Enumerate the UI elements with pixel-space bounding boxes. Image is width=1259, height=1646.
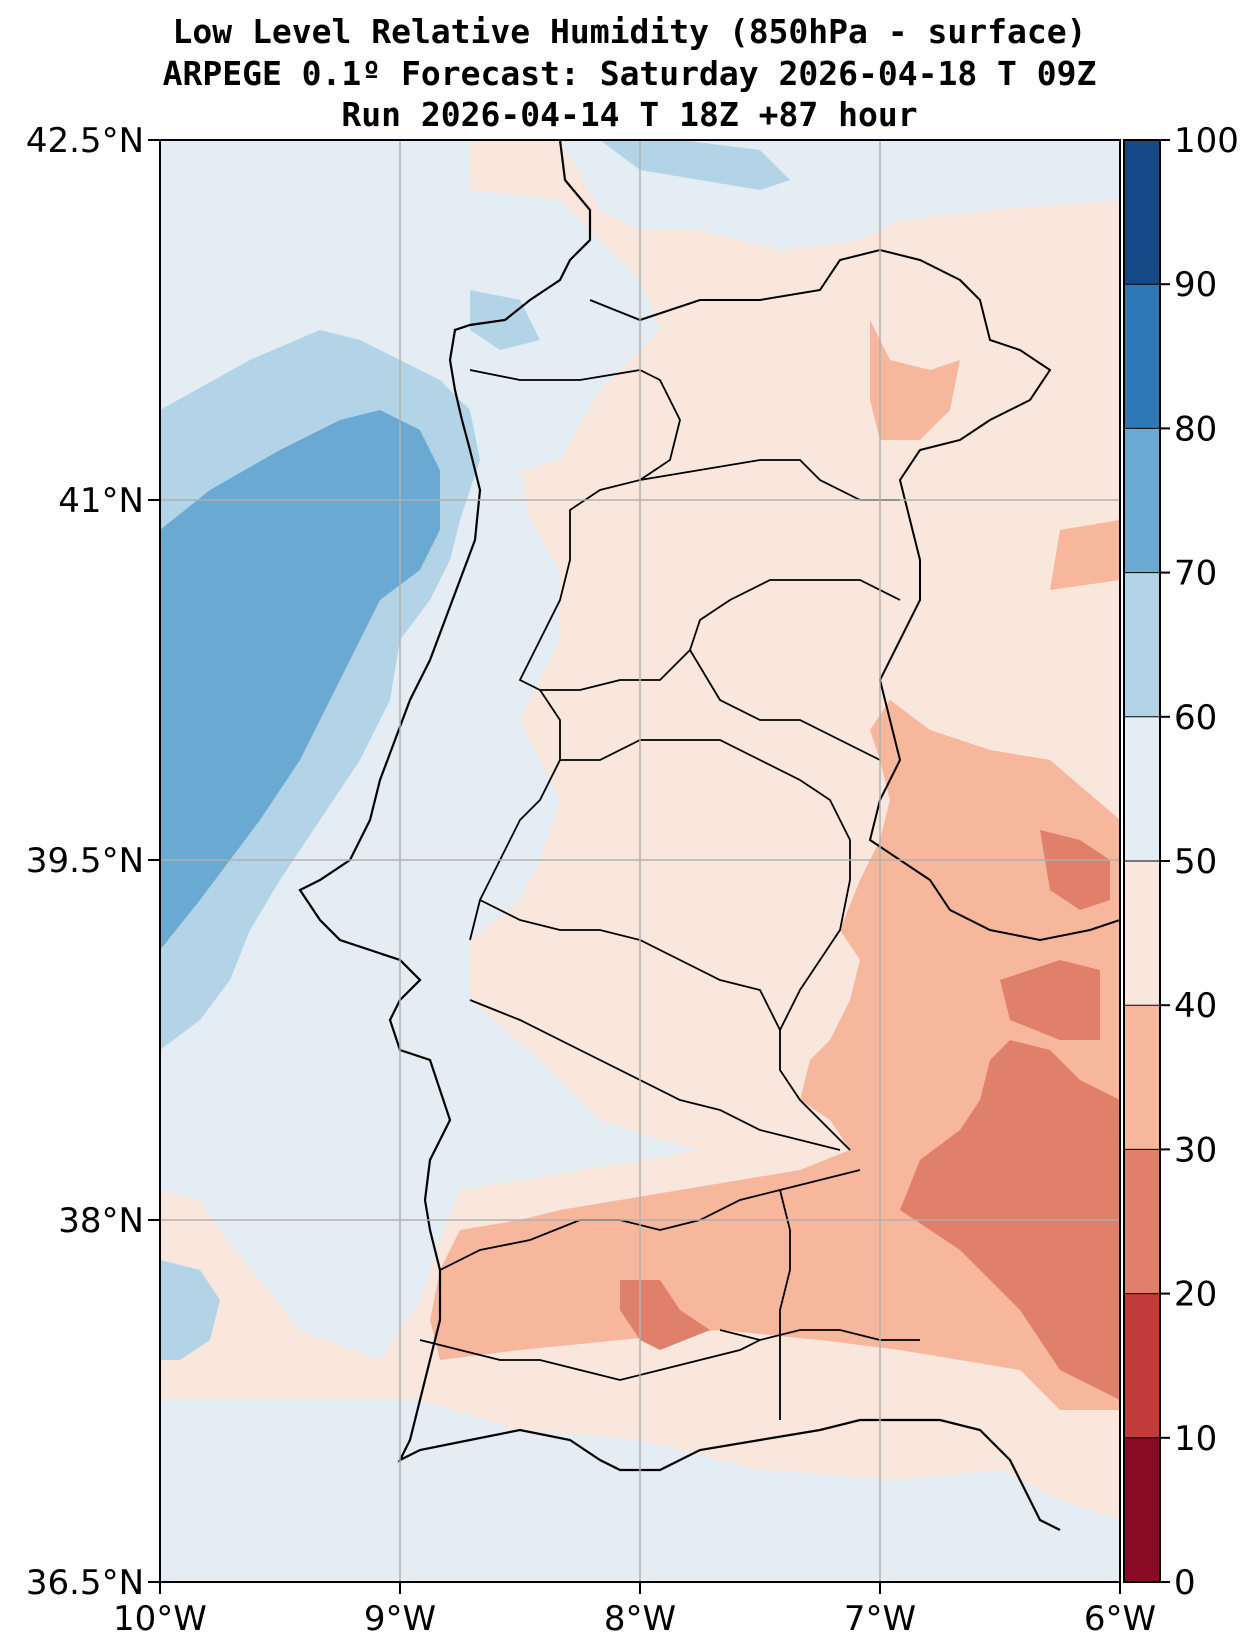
field-70-80 [160,410,440,950]
colorbar-label: 20 [1174,1275,1217,1315]
lon-tick-label: 6°W [1084,1599,1156,1639]
colorbar-segment [1124,1149,1160,1294]
colorbar-label: 60 [1174,698,1217,738]
colorbar-label: 70 [1174,554,1217,594]
field-30-40-ne2 [1050,520,1120,590]
gridlines [160,140,1120,1582]
field-30-40-ne [870,320,960,440]
lon-tick-label: 7°W [844,1599,916,1639]
colorbar-segment [1124,572,1160,717]
country-border [589,248,1120,942]
colorbar-segment [1124,1293,1160,1438]
colorbar: 0 10 20 30 40 50 60 70 80 90 100 [1123,121,1239,1603]
colorbar-label: 30 [1174,1130,1217,1170]
lon-tick-label: 8°W [604,1599,676,1639]
lon-axis: 10°W 9°W 8°W 7°W 6°W [113,1582,1156,1639]
lat-tick-label: 42.5°N [26,121,144,161]
colorbar-label: 10 [1174,1419,1217,1459]
colorbar-segment [1124,1437,1160,1582]
lat-tick-label: 39.5°N [26,841,144,881]
field-60-70-b [600,140,790,190]
lon-tick-label: 10°W [113,1599,207,1639]
colorbar-segment [1124,716,1160,861]
title-line-1: Low Level Relative Humidity (850hPa - su… [172,12,1087,51]
title-line-3: Run 2026-04-14 T 18Z +87 hour [341,95,918,134]
colorbar-segment [1124,861,1160,1006]
lat-tick-label: 36.5°N [26,1563,144,1603]
field-20-30-c [1000,960,1100,1040]
field-20-30-d [620,1280,710,1350]
lon-tick-label: 9°W [364,1599,436,1639]
colorbar-segment [1124,1005,1160,1150]
lat-tick-label: 41°N [58,481,144,521]
colorbar-label: 80 [1174,409,1217,449]
field-20-30-b [1040,830,1110,910]
colorbar-segment [1124,284,1160,429]
title-line-2: ARPEGE 0.1º Forecast: Saturday 2026-04-1… [162,54,1097,93]
field-60-70-c [160,1260,220,1360]
colorbar-label: 40 [1174,986,1217,1026]
lat-axis: 42.5°N 41°N 39.5°N 38°N 36.5°N [26,121,160,1603]
coastline [298,140,1061,1531]
colorbar-label: 100 [1174,121,1239,161]
colorbar-segment [1124,428,1160,573]
colorbar-label: 90 [1174,265,1217,305]
colorbar-label: 50 [1174,842,1217,882]
colorbar-segment [1124,140,1160,285]
colorbar-label: 0 [1174,1563,1196,1603]
lat-tick-label: 38°N [58,1201,144,1241]
